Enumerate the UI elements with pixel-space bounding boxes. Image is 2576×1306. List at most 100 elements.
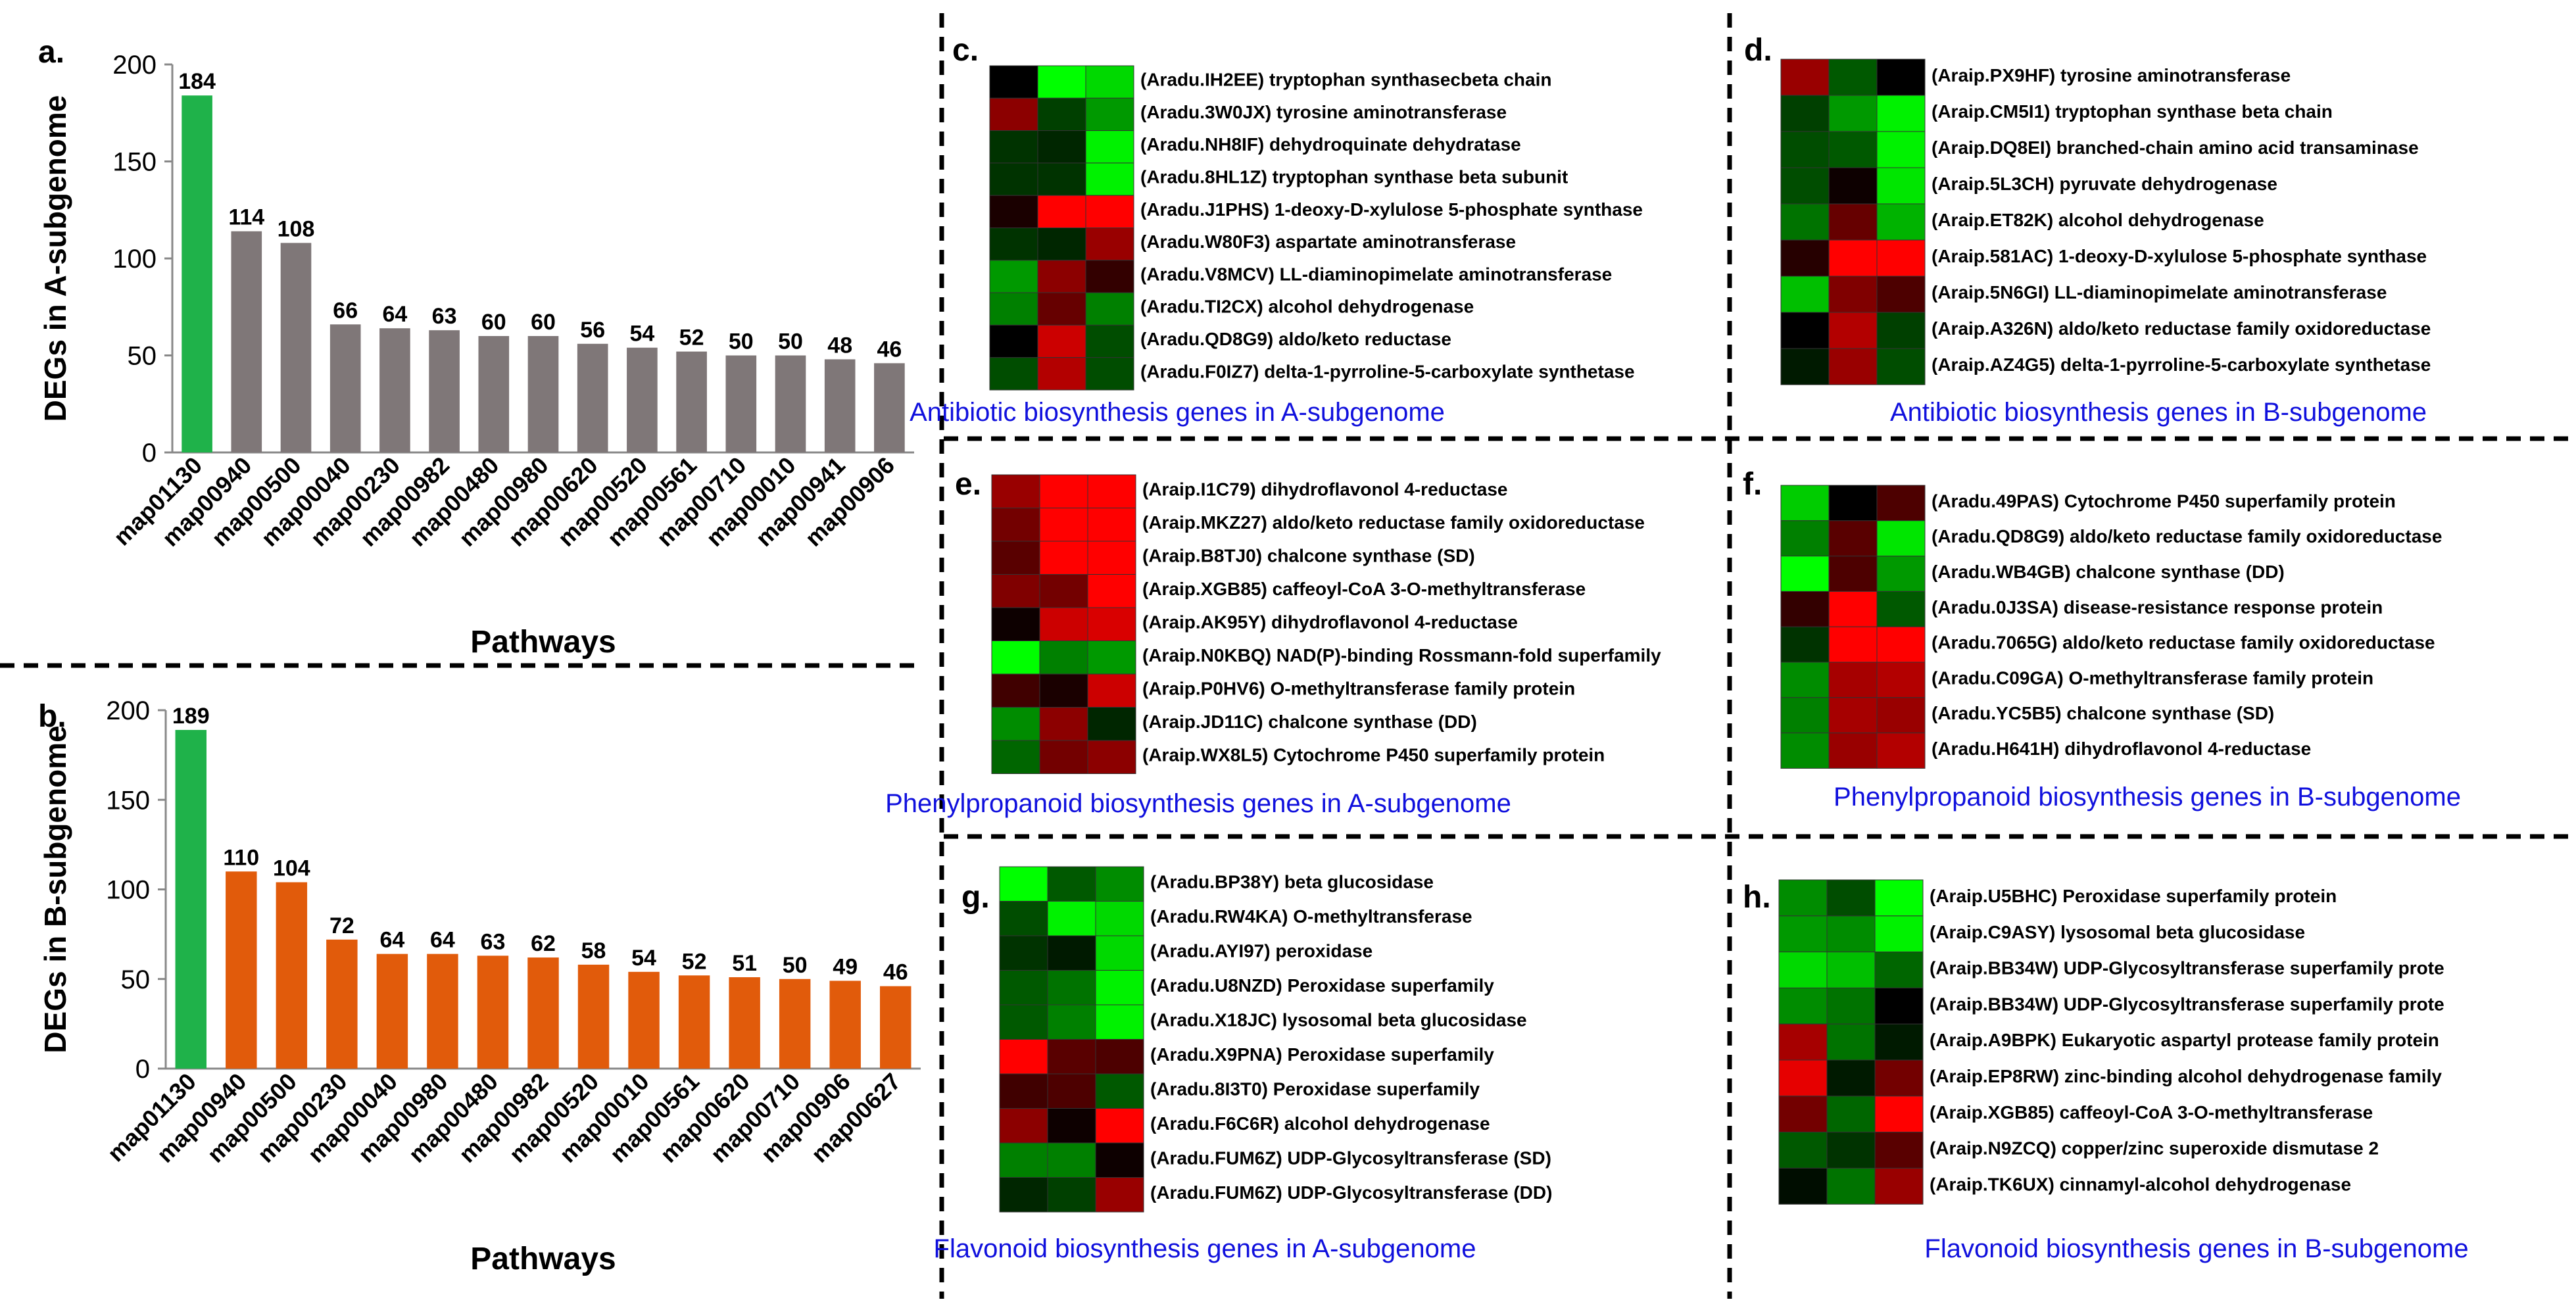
heatmap-cell xyxy=(1828,733,1878,769)
y-tick-label: 200 xyxy=(112,51,157,80)
heatmap-row-label: (Aradu.X9PNA) Peroxidase superfamily xyxy=(1150,1044,1494,1065)
heatmap-cell xyxy=(999,1142,1048,1178)
heatmap-cell xyxy=(999,1177,1048,1213)
data-label: 50 xyxy=(729,329,754,354)
bar xyxy=(280,243,312,452)
heatmap-cell xyxy=(1037,324,1086,358)
panel-caption: Antibiotic biosynthesis genes in B-subge… xyxy=(1890,398,2427,427)
heatmap-cell xyxy=(999,866,1048,902)
heatmap-cell xyxy=(991,740,1040,774)
heatmap-cell xyxy=(991,508,1040,542)
heatmap-cell xyxy=(1037,65,1086,99)
bar xyxy=(276,882,308,1069)
heatmap-cell xyxy=(1047,970,1096,1005)
data-label: 72 xyxy=(329,913,354,938)
heatmap-cell xyxy=(1828,131,1878,168)
heatmap-cell xyxy=(1876,312,1926,349)
data-label: 60 xyxy=(481,310,506,335)
heatmap-cell xyxy=(1876,520,1926,557)
heatmap-cell xyxy=(991,641,1040,675)
bar xyxy=(527,957,559,1069)
data-label: 66 xyxy=(333,298,358,323)
heatmap-cell xyxy=(1085,130,1134,164)
data-label: 64 xyxy=(379,928,404,953)
heatmap-cell xyxy=(1780,312,1830,349)
heatmap-cell xyxy=(1037,130,1086,164)
heatmap-row-label: (Aradu.W80F3) aspartate aminotransferase xyxy=(1140,231,1516,252)
heatmap-cell xyxy=(1047,866,1096,902)
bar xyxy=(676,351,707,452)
bar xyxy=(678,975,710,1069)
heatmap-row-label: (Aradu.WB4GB) chalcone synthase (DD) xyxy=(1932,562,2285,582)
heatmap-cell xyxy=(1780,131,1830,168)
heatmap-row-label: (Araip.N0KBQ) NAD(P)-binding Rossmann-fo… xyxy=(1142,645,1661,665)
heatmap-cell xyxy=(1778,987,1828,1025)
heatmap-cell xyxy=(1037,260,1086,293)
heatmap-row-label: (Araip.XGB85) caffeoyl-CoA 3-O-methyltra… xyxy=(1142,579,1586,599)
heatmap-cell xyxy=(1047,1073,1096,1109)
heatmap-row-label: (Araip.BB34W) UDP-Glycosyltransferase su… xyxy=(1930,994,2444,1014)
heatmap-cell xyxy=(999,901,1048,936)
heatmap-cell xyxy=(1087,607,1136,641)
heatmap-cell xyxy=(1778,1023,1828,1061)
heatmap-cell xyxy=(1095,1039,1144,1075)
heatmap-cell xyxy=(1047,1142,1096,1178)
heatmap-cell xyxy=(991,607,1040,641)
y-tick-label: 50 xyxy=(121,965,151,994)
heatmap-cell xyxy=(999,1039,1048,1075)
data-label: 51 xyxy=(732,951,757,976)
panel-label: c. xyxy=(952,33,979,68)
data-label: 58 xyxy=(581,938,606,963)
heatmap-row-label: (Aradu.QD8G9) aldo/keto reductase xyxy=(1140,329,1451,349)
bar xyxy=(182,95,212,452)
bar xyxy=(725,355,757,452)
heatmap-row-label: (Aradu.8HL1Z) tryptophan synthase beta s… xyxy=(1140,166,1568,187)
heatmap-row-label: (Aradu.3W0JX) tyrosine aminotransferase xyxy=(1140,102,1507,122)
heatmap-row-label: (Aradu.TI2CX) alcohol dehydrogenase xyxy=(1140,297,1474,317)
data-label: 49 xyxy=(833,954,858,979)
y-tick-label: 0 xyxy=(142,439,157,468)
heatmap-cell xyxy=(1778,1096,1828,1133)
heatmap-row-label: (Araip.MKZ27) aldo/keto reductase family… xyxy=(1142,512,1645,533)
heatmap-cell xyxy=(1087,641,1136,675)
heatmap-cell xyxy=(1874,1167,1924,1205)
heatmap-cell xyxy=(1037,97,1086,132)
heatmap-cell xyxy=(1828,520,1878,557)
heatmap-row-label: (Aradu.NH8IF) dehydroquinate dehydratase xyxy=(1140,134,1521,155)
heatmap-cell xyxy=(991,673,1040,708)
heatmap-cell xyxy=(1876,626,1926,663)
heatmap-cell xyxy=(1780,59,1830,96)
heatmap-row-label: (Aradu.V8MCV) LL-diaminopimelate aminotr… xyxy=(1140,264,1612,284)
heatmap-cell xyxy=(999,1073,1048,1109)
heatmap-row-label: (Aradu.0J3SA) disease-resistance respons… xyxy=(1932,597,2383,617)
heatmap-row-label: (Aradu.8I3T0) Peroxidase superfamily xyxy=(1150,1079,1480,1100)
heatmap-cell xyxy=(989,324,1038,358)
heatmap-cell xyxy=(1876,697,1926,734)
heatmap-cell xyxy=(1047,1108,1096,1144)
heatmap-row-label: (Araip.5L3CH) pyruvate dehydrogenase xyxy=(1932,174,2277,194)
y-tick-label: 200 xyxy=(106,696,150,725)
heatmap-cell xyxy=(1876,556,1926,592)
heatmap-cell xyxy=(1047,935,1096,971)
heatmap-cell xyxy=(1095,935,1144,971)
bar xyxy=(477,955,509,1069)
heatmap-cell xyxy=(1037,292,1086,326)
panel-caption: Antibiotic biosynthesis genes in A-subge… xyxy=(910,398,1445,427)
data-label: 60 xyxy=(531,310,556,335)
heatmap-row-label: (Aradu.F0IZ7) delta-1-pyrroline-5-carbox… xyxy=(1140,361,1635,381)
heatmap-cell xyxy=(1874,1132,1924,1169)
y-axis-title: DEGs in B-subgenome xyxy=(38,725,72,1053)
data-label: 56 xyxy=(580,318,605,343)
data-label: 189 xyxy=(172,704,210,729)
heatmap-cell xyxy=(991,574,1040,608)
heatmap-cell xyxy=(1778,879,1828,917)
heatmap-cell xyxy=(1085,228,1134,261)
y-axis-title: DEGs in A-subgenome xyxy=(38,95,72,422)
heatmap-cell xyxy=(1778,915,1828,953)
heatmap-cell xyxy=(1778,1132,1828,1169)
panel-label: f. xyxy=(1743,467,1762,502)
heatmap-cell xyxy=(1037,357,1086,391)
heatmap-cell xyxy=(1874,1096,1924,1133)
heatmap-cell xyxy=(989,97,1038,132)
